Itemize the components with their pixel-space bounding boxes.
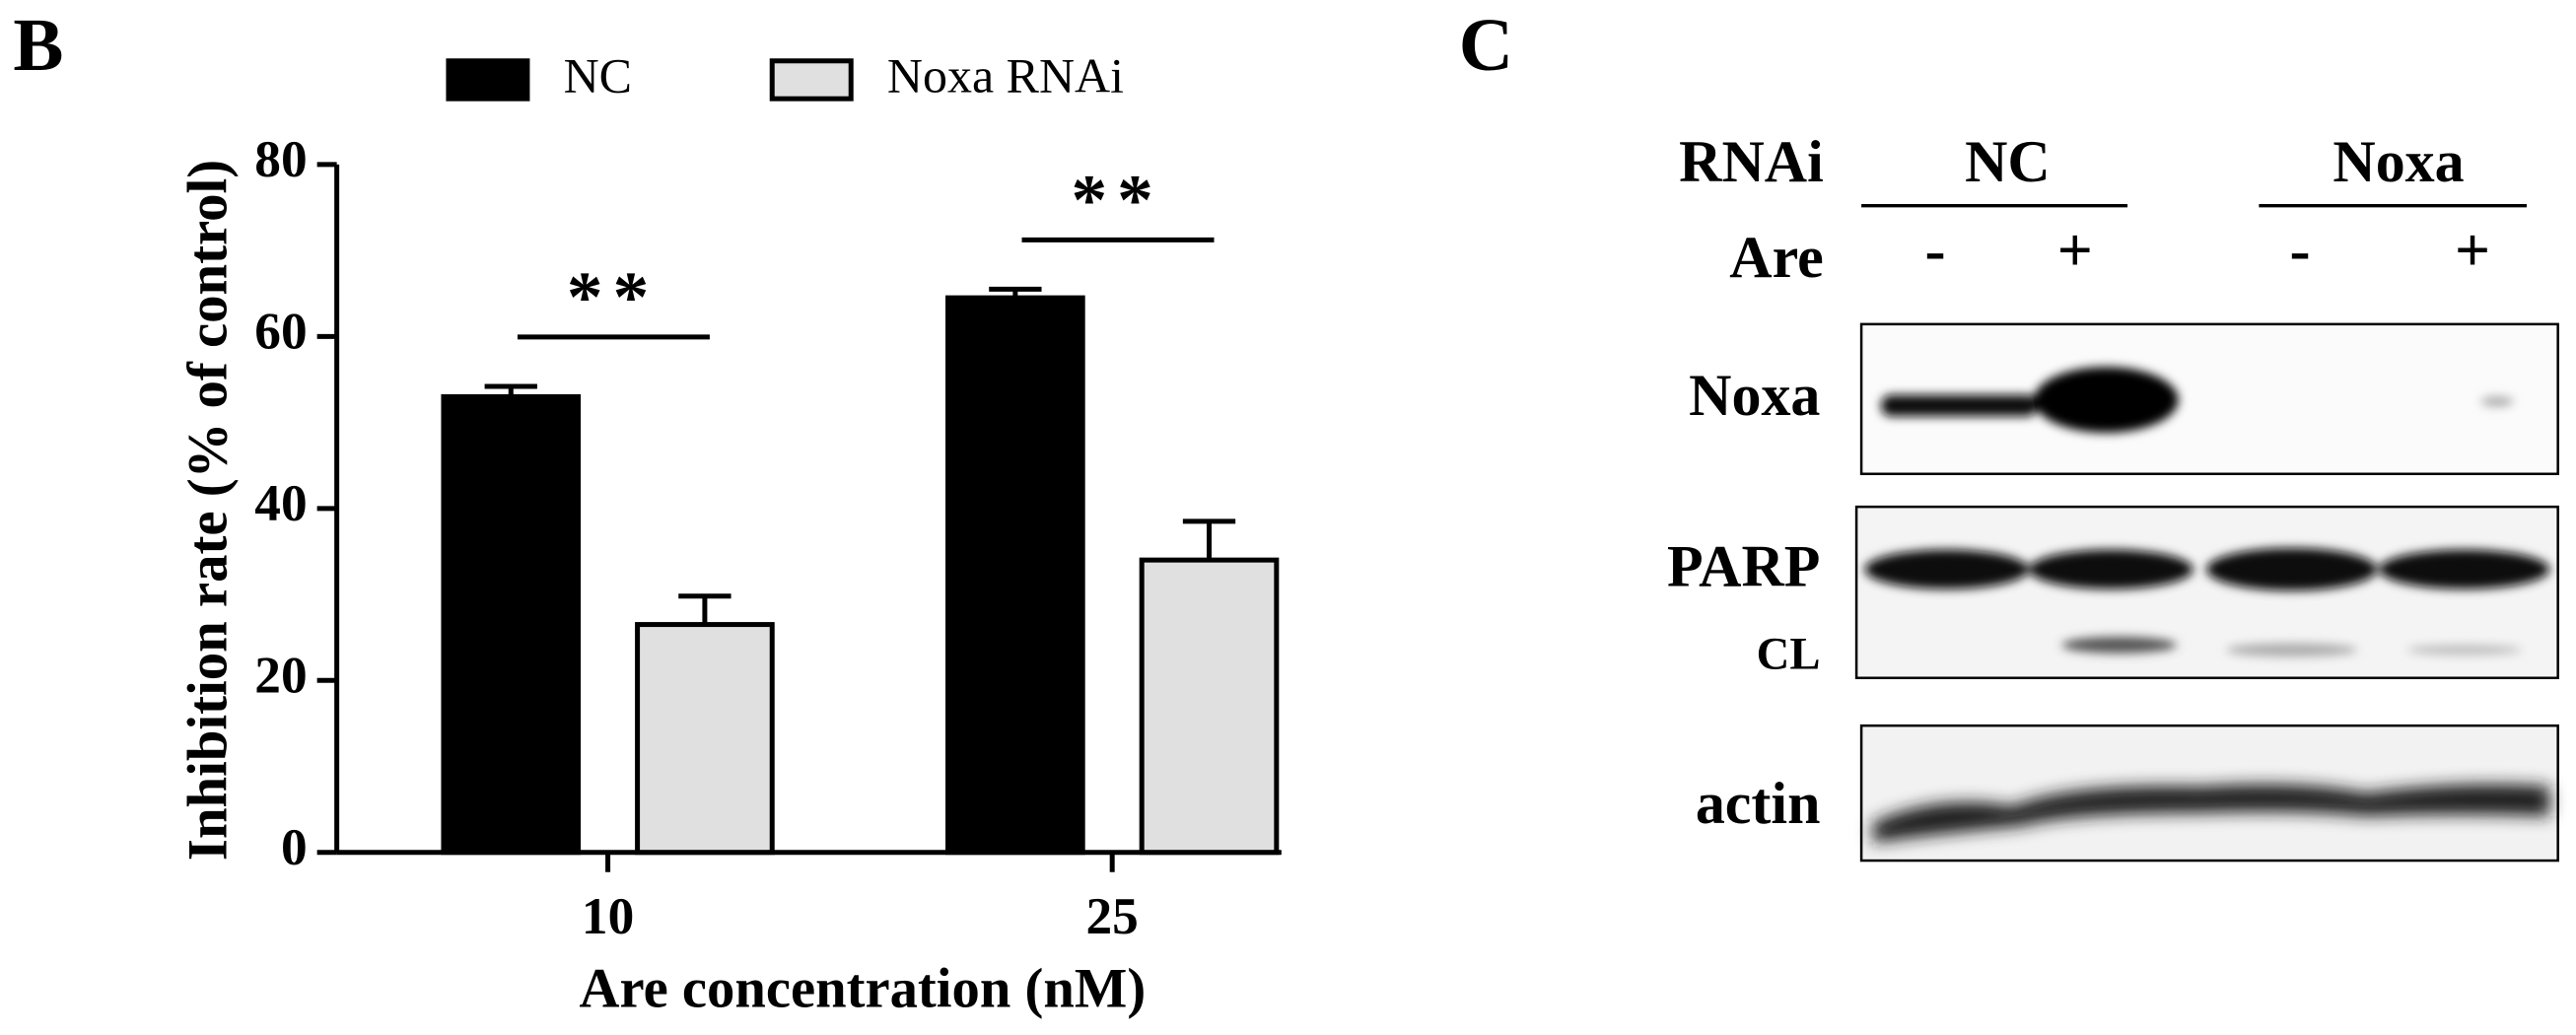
y-tick-label: 0 [281,817,308,876]
bar-chart: 0 20 40 60 80 10 ** 25 ** NC Noxa RNAi [254,47,1282,945]
row-label: actin [1696,770,1821,836]
legend-swatch [769,58,854,102]
bands [1872,784,2550,843]
bar [441,393,582,856]
lane-label: + [2057,216,2093,285]
significance-label: ** [567,256,659,336]
lane-label: + [2455,216,2490,285]
bar [635,622,775,856]
bands [1864,547,2550,657]
y-tick-label: 80 [254,129,307,188]
treatment-label: Are [1729,224,1823,290]
y-tick-label: 40 [254,473,307,532]
group-label: Noxa [2332,128,2464,194]
row-label: CL [1757,628,1821,679]
lane-label: - [2289,216,2310,285]
x-axis-label: Are concentration (nM) [580,957,1147,1019]
y-tick-label: 60 [254,302,307,361]
x-tick-label: 10 [582,886,634,945]
bar [945,295,1085,856]
row-label: PARP [1667,533,1820,599]
bar [1139,557,1280,856]
panel-label: B [13,3,63,87]
y-tick-label: 20 [254,645,307,704]
panel-label: C [1459,3,1513,87]
legend-label: Noxa RNAi [887,47,1124,103]
legend-swatch [446,58,530,102]
lane-label: - [1925,216,1946,285]
group-label: NC [1965,128,2051,194]
western-blot: C RNAi NC Noxa Are - + - + Noxa PARP CL … [1459,3,2559,862]
row-label: Noxa [1689,362,1820,428]
x-tick-label: 25 [1086,886,1139,945]
y-axis-label: Inhibition rate (% of control) [177,160,240,861]
bands [1881,367,2514,434]
significance-label: ** [1072,160,1163,240]
legend-label: NC [564,47,632,103]
rnai-label: RNAi [1679,128,1824,194]
